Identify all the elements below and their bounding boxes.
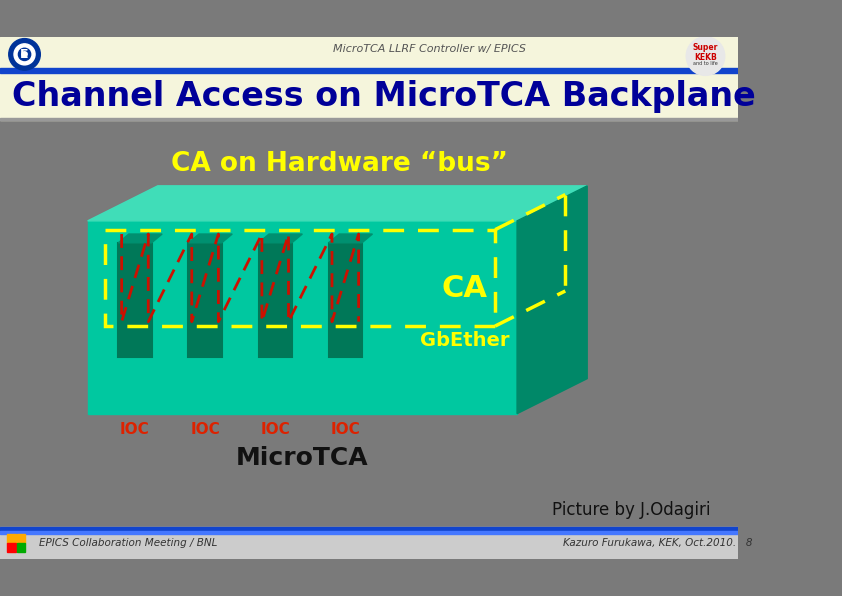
Circle shape: [22, 52, 27, 57]
Text: Picture by J.Odagiri: Picture by J.Odagiri: [552, 501, 711, 519]
Text: MicroTCA LLRF Controller w/ EPICS: MicroTCA LLRF Controller w/ EPICS: [333, 44, 526, 54]
Bar: [258, 243, 292, 357]
Text: E: E: [20, 48, 29, 61]
Text: CA on Hardware “bus”: CA on Hardware “bus”: [171, 151, 508, 177]
Bar: [17, 534, 25, 542]
Circle shape: [8, 39, 40, 70]
Polygon shape: [189, 234, 232, 243]
Bar: [0, 527, 738, 531]
Circle shape: [686, 37, 725, 76]
Polygon shape: [119, 234, 163, 243]
Bar: [88, 221, 517, 414]
Polygon shape: [517, 186, 587, 414]
Polygon shape: [258, 234, 302, 243]
Text: IOC: IOC: [330, 422, 360, 437]
Bar: [0, 531, 738, 534]
Text: Channel Access on MicroTCA Backplane: Channel Access on MicroTCA Backplane: [13, 80, 756, 113]
Text: MicroTCA: MicroTCA: [236, 445, 369, 470]
Circle shape: [14, 44, 35, 65]
Text: IOC: IOC: [260, 422, 290, 437]
Text: IOC: IOC: [190, 422, 220, 437]
Bar: [0, 69, 738, 73]
Bar: [7, 534, 16, 542]
Text: and to life: and to life: [693, 61, 718, 66]
Bar: [0, 119, 738, 120]
Text: Super
KEKB: Super KEKB: [693, 43, 718, 63]
Bar: [7, 544, 16, 552]
Bar: [119, 243, 152, 357]
Text: EPICS Collaboration Meeting / BNL: EPICS Collaboration Meeting / BNL: [40, 538, 218, 548]
Text: GbEther: GbEther: [419, 331, 509, 350]
Text: CA: CA: [441, 274, 488, 303]
Bar: [189, 243, 221, 357]
Bar: [0, 527, 738, 559]
Text: Kazuro Furukawa, KEK, Oct.2010.   8: Kazuro Furukawa, KEK, Oct.2010. 8: [562, 538, 752, 548]
Polygon shape: [88, 186, 587, 221]
Bar: [0, 37, 738, 120]
Circle shape: [19, 48, 30, 61]
Polygon shape: [328, 234, 372, 243]
Bar: [105, 229, 495, 326]
Text: IOC: IOC: [120, 422, 150, 437]
Bar: [17, 544, 25, 552]
Bar: [328, 243, 362, 357]
